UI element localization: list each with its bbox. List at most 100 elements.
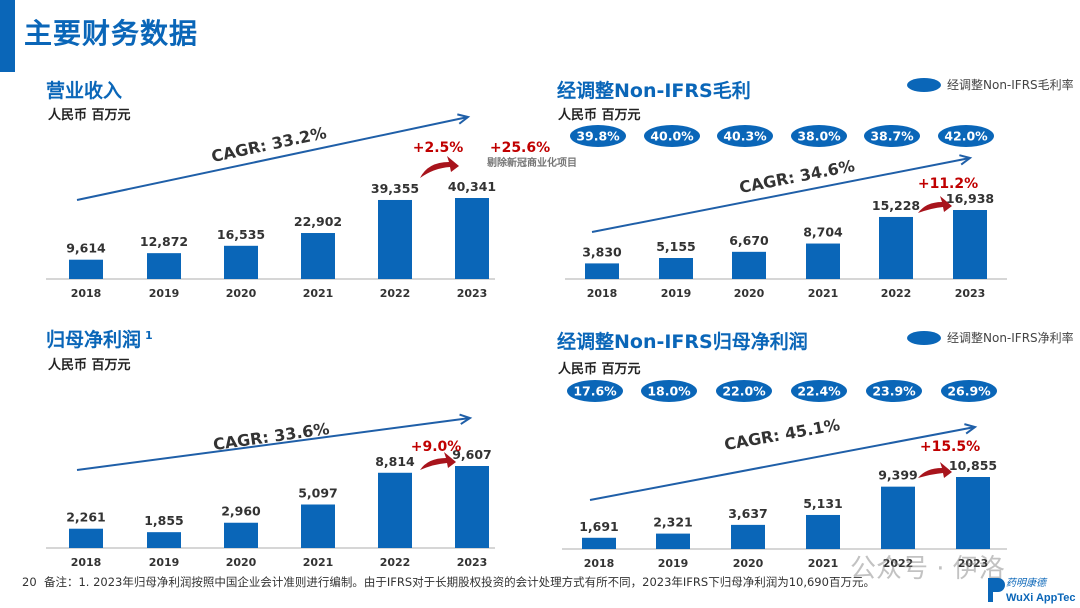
x-tick-label: 2020 — [734, 287, 765, 300]
margin-oval — [570, 125, 626, 147]
panel-title-adj-net-profit: 经调整Non-IFRS归母净利润 — [557, 331, 808, 353]
legend-gross-margin: 经调整Non-IFRS毛利率 — [907, 76, 1074, 93]
x-tick-label: 2021 — [808, 557, 839, 570]
x-tick-label: 2020 — [226, 287, 257, 300]
bar-2023 — [953, 210, 987, 279]
x-tick-label: 2021 — [303, 287, 334, 300]
margin-oval — [941, 380, 997, 402]
x-tick-label: 2023 — [457, 556, 488, 569]
x-tick-label: 2018 — [587, 287, 618, 300]
x-tick-label: 2023 — [955, 287, 986, 300]
bar-2022 — [879, 216, 913, 279]
logo-text: WuXi AppTec — [1006, 592, 1075, 604]
x-tick-label: 2018 — [71, 287, 102, 300]
data-label: 10,855 — [949, 458, 997, 473]
arrow-head-icon — [964, 423, 978, 435]
bar-2020 — [224, 245, 258, 279]
x-tick-label: 2019 — [149, 556, 180, 569]
logo-mark-icon: 药明康德 WuXi AppTec — [988, 577, 1075, 604]
x-tick-label: 2020 — [226, 556, 257, 569]
legend-label: 经调整Non-IFRS毛利率 — [947, 78, 1074, 92]
cagr-arrow-line — [76, 116, 469, 201]
data-label: 39,355 — [371, 181, 419, 196]
data-label: 1,691 — [579, 519, 619, 534]
margin-oval — [866, 380, 922, 402]
bar-2018 — [69, 528, 103, 548]
panel-unit-gross-profit: 人民币 百万元 — [558, 108, 641, 123]
bar-2023 — [455, 466, 489, 548]
margin-oval — [717, 125, 773, 147]
cagr-label: CAGR: 33.6% — [212, 419, 331, 454]
margin-label: 38.0% — [797, 129, 841, 144]
cagr-label: CAGR: 45.1% — [723, 415, 842, 454]
wuxi-apptec-logo: 药明康德 WuXi AppTec — [984, 574, 1076, 604]
margin-label: 18.0% — [647, 384, 691, 399]
data-label: 3,830 — [582, 244, 622, 259]
margin-oval — [938, 125, 994, 147]
bar-2019 — [147, 532, 181, 548]
panel-title-net-profit: 归母净利润 1 — [46, 325, 153, 352]
margin-label: 22.0% — [722, 384, 766, 399]
margin-label: 40.3% — [723, 129, 767, 144]
growth-curved-arrow-icon — [420, 156, 459, 178]
bar-2021 — [806, 243, 840, 279]
growth-curved-arrow-icon — [918, 196, 952, 213]
panel-title-gross-profit: 经调整Non-IFRS毛利 — [557, 80, 751, 102]
watermark: 公众号 · 伊洛 — [850, 554, 1005, 584]
bar-2022 — [378, 472, 412, 548]
data-label: 40,341 — [448, 179, 496, 194]
growth-label: +2.5% — [413, 140, 464, 156]
x-tick-label: 2019 — [661, 287, 692, 300]
data-label: 8,814 — [375, 454, 415, 469]
x-tick-label: 2023 — [457, 287, 488, 300]
bar-2023 — [455, 198, 489, 279]
x-tick-label: 2019 — [658, 557, 689, 570]
legend-oval-icon — [907, 330, 941, 345]
margin-label: 17.6% — [573, 384, 617, 399]
margin-label: 23.9% — [872, 384, 916, 399]
growth-label: +9.0% — [411, 439, 462, 455]
margin-label: 42.0% — [944, 129, 988, 144]
data-label: 1,855 — [144, 513, 184, 528]
data-label: 5,155 — [656, 239, 696, 254]
legend-net-margin: 经调整Non-IFRS净利率 — [907, 329, 1074, 346]
bar-2022 — [881, 486, 915, 549]
margin-oval — [644, 125, 700, 147]
panel-unit-net-profit: 人民币 百万元 — [48, 358, 131, 373]
panel-unit-adj-net-profit: 人民币 百万元 — [558, 362, 641, 377]
x-tick-label: 2023 — [958, 557, 989, 570]
margin-label: 39.8% — [576, 129, 620, 144]
bar-2020 — [731, 524, 765, 549]
margin-label: 22.4% — [797, 384, 841, 399]
margin-oval — [791, 125, 847, 147]
growth-curved-arrow-icon — [918, 462, 952, 478]
panel-title-revenue: 营业收入 — [46, 80, 123, 102]
title-accent-bar — [0, 0, 15, 72]
margin-oval — [791, 380, 847, 402]
bar-2020 — [732, 251, 766, 279]
data-label: 8,704 — [803, 225, 843, 240]
growth-note: 剔除新冠商业化项目 — [486, 156, 577, 169]
cagr-arrow-line — [589, 426, 976, 501]
margin-oval — [567, 380, 623, 402]
data-label: 9,607 — [452, 447, 492, 462]
panel-unit-revenue: 人民币 百万元 — [48, 108, 131, 123]
bar-2021 — [806, 514, 840, 549]
x-tick-label: 2021 — [808, 287, 839, 300]
bar-2018 — [582, 537, 616, 549]
bar-2019 — [656, 533, 690, 549]
margin-oval — [641, 380, 697, 402]
data-label: 22,902 — [294, 214, 342, 229]
data-label: 16,535 — [217, 227, 265, 242]
bar-2023 — [956, 477, 990, 549]
bar-2018 — [585, 263, 619, 279]
bar-2019 — [147, 253, 181, 279]
x-tick-label: 2022 — [380, 556, 411, 569]
growth-label: +11.2% — [918, 176, 978, 192]
logo-cn: 药明康德 — [1006, 577, 1048, 589]
footnote-marker: 1 — [145, 328, 153, 342]
x-tick-label: 2022 — [380, 287, 411, 300]
data-label: 5,131 — [803, 496, 843, 511]
x-tick-label: 2022 — [883, 557, 914, 570]
